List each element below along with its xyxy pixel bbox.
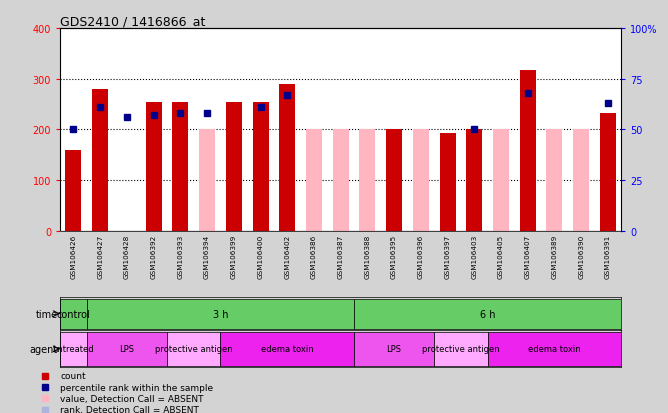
Text: GSM106426: GSM106426: [71, 235, 76, 279]
Bar: [413, 130, 429, 231]
Text: GSM106394: GSM106394: [204, 235, 210, 279]
Text: GSM106399: GSM106399: [231, 235, 236, 279]
Text: GSM106403: GSM106403: [472, 235, 477, 279]
Text: count: count: [61, 371, 86, 380]
Text: LPS: LPS: [120, 344, 134, 354]
Bar: [546, 130, 562, 231]
Text: GDS2410 / 1416866_at: GDS2410 / 1416866_at: [60, 15, 206, 28]
Bar: [600, 114, 616, 231]
Bar: [493, 130, 509, 231]
Bar: [167, 332, 220, 366]
Text: GSM106395: GSM106395: [391, 235, 397, 279]
Text: 3 h: 3 h: [212, 309, 228, 319]
Text: protective antigen: protective antigen: [155, 344, 232, 354]
Bar: [87, 299, 354, 329]
Text: GSM106389: GSM106389: [552, 235, 557, 279]
Text: time: time: [35, 309, 57, 319]
Text: agent: agent: [29, 344, 57, 354]
Bar: [226, 102, 242, 231]
Text: 6 h: 6 h: [480, 309, 496, 319]
Text: rank, Detection Call = ABSENT: rank, Detection Call = ABSENT: [61, 405, 199, 413]
Text: GSM106387: GSM106387: [338, 235, 343, 279]
Bar: [306, 130, 322, 231]
Text: GSM106392: GSM106392: [151, 235, 156, 279]
Text: GSM106402: GSM106402: [285, 235, 290, 279]
Text: protective antigen: protective antigen: [422, 344, 500, 354]
Text: GSM106397: GSM106397: [445, 235, 450, 279]
Bar: [354, 332, 434, 366]
Bar: [60, 299, 87, 329]
Text: GSM106393: GSM106393: [178, 235, 183, 279]
Bar: [488, 332, 621, 366]
Bar: [573, 130, 589, 231]
Bar: [386, 130, 402, 231]
Bar: [60, 332, 87, 366]
Bar: [87, 332, 167, 366]
Text: GSM106400: GSM106400: [258, 235, 263, 279]
Text: control: control: [57, 309, 90, 319]
Text: GSM106388: GSM106388: [365, 235, 370, 279]
Bar: [333, 130, 349, 231]
Text: GSM106390: GSM106390: [578, 235, 584, 279]
Text: GSM106386: GSM106386: [311, 235, 317, 279]
Bar: [466, 130, 482, 231]
Text: untreated: untreated: [53, 344, 94, 354]
Text: value, Detection Call = ABSENT: value, Detection Call = ABSENT: [61, 394, 204, 403]
Bar: [359, 130, 375, 231]
Bar: [354, 299, 621, 329]
Bar: [65, 150, 81, 231]
Bar: [520, 70, 536, 231]
Text: GSM106396: GSM106396: [418, 235, 424, 279]
Text: edema toxin: edema toxin: [528, 344, 580, 354]
Bar: [146, 102, 162, 231]
Bar: [253, 102, 269, 231]
Text: GSM106428: GSM106428: [124, 235, 130, 279]
Bar: [220, 332, 354, 366]
Bar: [434, 332, 488, 366]
Text: GSM106407: GSM106407: [525, 235, 530, 279]
Text: GSM106391: GSM106391: [605, 235, 611, 279]
Bar: [279, 85, 295, 231]
Bar: [440, 134, 456, 231]
Text: LPS: LPS: [387, 344, 401, 354]
Text: GSM106427: GSM106427: [98, 235, 103, 279]
Text: percentile rank within the sample: percentile rank within the sample: [61, 382, 214, 392]
Bar: [199, 130, 215, 231]
Text: edema toxin: edema toxin: [261, 344, 313, 354]
Bar: [172, 102, 188, 231]
Text: GSM106405: GSM106405: [498, 235, 504, 279]
Bar: [92, 90, 108, 231]
